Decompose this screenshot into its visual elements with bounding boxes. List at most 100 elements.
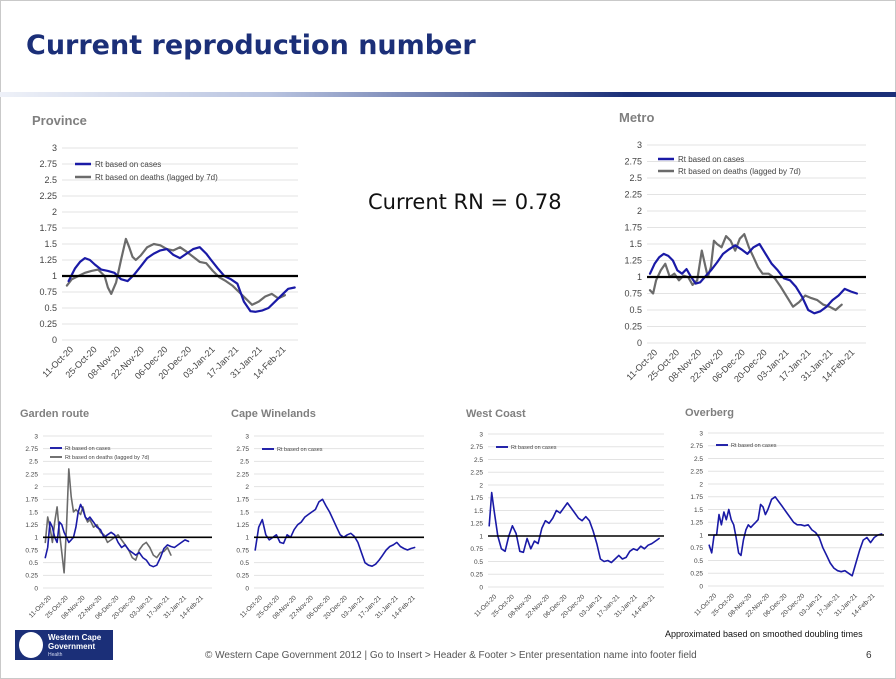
y-tick-label: 2 [637,206,642,216]
legend-label: Rt based on cases [95,160,161,169]
y-tick-label: 2.25 [25,471,38,478]
chart-title-cape-winelands: Cape Winelands [231,408,316,420]
legend-label: Rt based on deaths (lagged by 7d) [95,173,218,182]
y-tick-label: 2 [34,484,38,491]
logo-text-line1: Western Cape [48,633,102,642]
series-line-cases [708,495,883,577]
page-title: Current reproduction number [26,30,476,61]
y-tick-label: 0 [34,585,38,592]
y-tick-label: 2.5 [694,456,703,463]
y-tick-label: 1.5 [44,239,57,249]
y-tick-label: 1.5 [694,507,703,514]
legend-label: Rt based on cases [277,447,323,453]
y-tick-label: 2 [479,482,483,489]
y-tick-label: 1.75 [624,223,642,233]
y-tick-label: 0.75 [690,545,703,552]
y-tick-label: 2.25 [624,190,642,200]
title-rule [0,92,896,97]
y-tick-label: 2.75 [236,446,249,453]
y-tick-label: 0.25 [624,322,642,332]
y-tick-label: 0.25 [236,573,249,580]
series-line-cases [254,498,416,568]
y-tick-label: 0.5 [240,560,249,567]
y-tick-label: 1 [637,272,642,282]
page-number: 6 [866,650,872,661]
y-tick-label: 1.25 [690,520,703,527]
y-tick-label: 0 [637,338,642,348]
legend-label: Rt based on deaths (lagged by 7d) [678,167,801,176]
y-tick-label: 1 [245,535,249,542]
y-tick-label: 1 [479,533,483,540]
current-rn-label: Current RN = 0.78 [368,190,562,214]
y-tick-label: 0.75 [624,289,642,299]
y-tick-label: 0.75 [236,547,249,554]
y-tick-label: 1.25 [470,521,483,528]
y-tick-label: 1.25 [25,522,38,529]
y-tick-label: 1 [34,535,38,542]
y-tick-label: 2.25 [39,191,57,201]
legend-label: Rt based on deaths (lagged by 7d) [65,455,150,461]
y-tick-label: 0.5 [629,305,642,315]
y-tick-label: 2.5 [474,457,483,464]
y-tick-label: 1.5 [29,509,38,516]
y-tick-label: 0.75 [25,547,38,554]
y-tick-label: 2 [52,207,57,217]
y-tick-label: 1.5 [629,239,642,249]
y-tick-label: 0 [479,584,483,591]
series-line-cases [488,491,660,564]
y-tick-label: 2 [245,484,249,491]
y-tick-label: 2.5 [29,459,38,466]
y-tick-label: 0.5 [44,303,57,313]
y-tick-label: 3 [52,143,57,153]
y-tick-label: 3 [479,431,483,438]
y-tick-label: 3 [637,140,642,150]
y-tick-label: 1.75 [470,495,483,502]
chart-title-overberg: Overberg [685,407,734,419]
y-tick-label: 2.25 [470,470,483,477]
y-tick-label: 0.5 [29,560,38,567]
chart-title-garden-route: Garden route [20,408,90,420]
y-tick-label: 0.75 [470,546,483,553]
series-line-cases [44,503,190,568]
logo-text-line2: Government [48,642,96,651]
y-tick-label: 1.25 [39,255,57,265]
y-tick-label: 2 [699,481,703,488]
y-tick-label: 0.5 [474,559,483,566]
y-tick-label: 1 [52,271,57,281]
chart-title-metro: Metro [619,110,655,125]
y-tick-label: 1.25 [624,256,642,266]
y-tick-label: 2.75 [690,443,703,450]
y-tick-label: 2.5 [44,175,57,185]
y-tick-label: 0.75 [39,287,57,297]
y-tick-label: 1.5 [240,509,249,516]
y-tick-label: 1.75 [39,223,57,233]
footer-text: © Western Cape Government 2012 | Go to I… [205,650,697,661]
chart-title-west-coast: West Coast [466,408,526,420]
y-tick-label: 0 [699,583,703,590]
y-tick-label: 0.5 [694,558,703,565]
y-tick-label: 0.25 [690,571,703,578]
series-line-deaths [65,237,286,306]
y-tick-label: 2.75 [470,444,483,451]
y-tick-label: 1.75 [25,497,38,504]
y-tick-label: 0 [245,585,249,592]
western-cape-logo: Western Cape Government Health [15,630,113,660]
legend-label: Rt based on cases [678,155,744,164]
y-tick-label: 2.5 [629,173,642,183]
legend-label: Rt based on cases [731,443,777,449]
y-tick-label: 3 [699,430,703,437]
y-tick-label: 2.5 [240,459,249,466]
y-tick-label: 1.75 [690,494,703,501]
y-tick-label: 0.25 [25,573,38,580]
coat-of-arms-icon [19,632,43,658]
y-tick-label: 0.25 [39,319,57,329]
approximation-note: Approximated based on smoothed doubling … [665,629,863,639]
y-tick-label: 1.25 [236,522,249,529]
logo-text-line3: Health [48,652,63,658]
